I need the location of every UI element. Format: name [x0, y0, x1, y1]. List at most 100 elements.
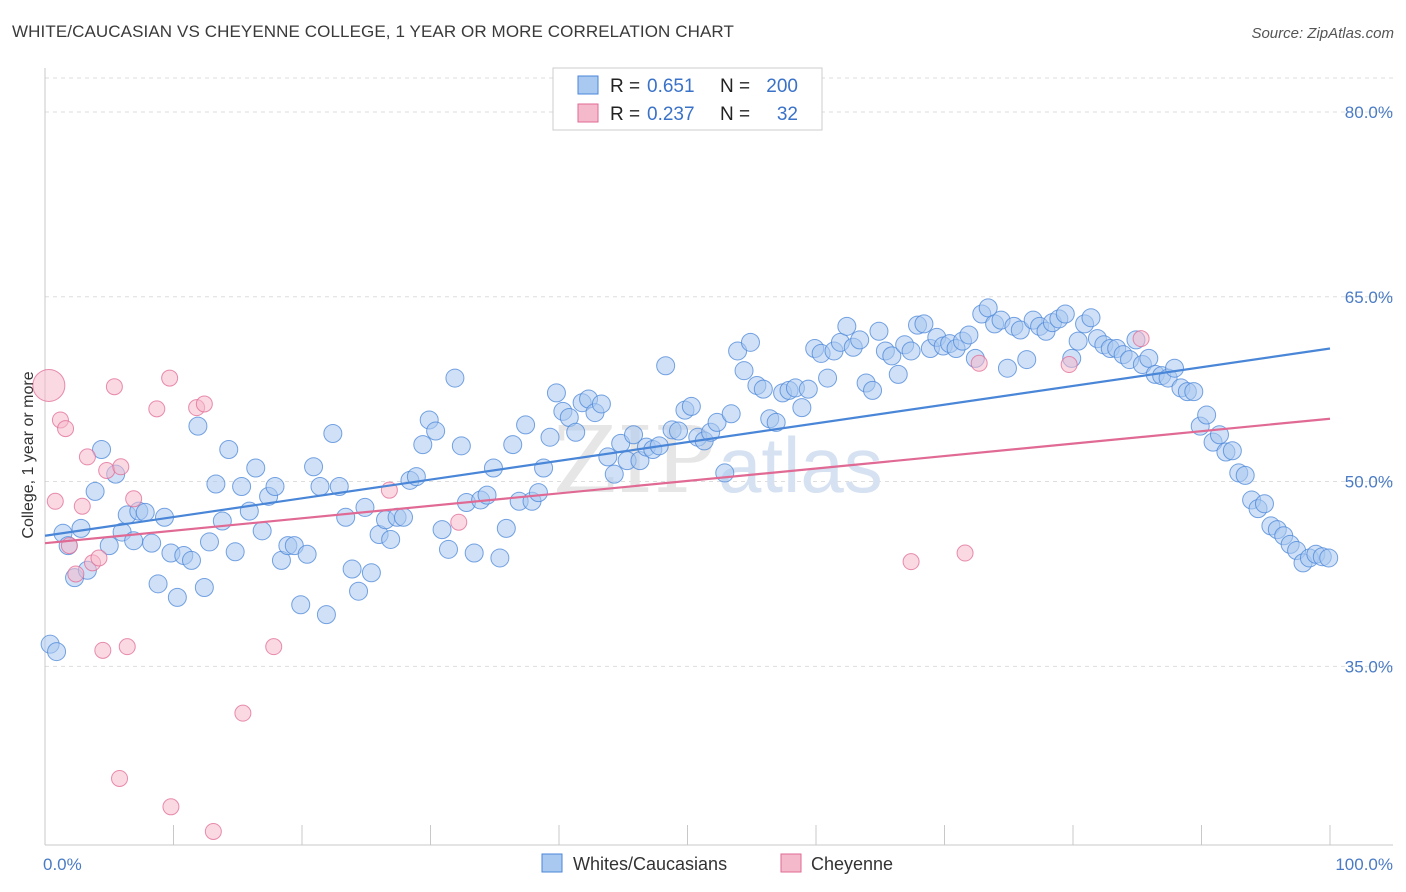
whites-point-39 — [291, 595, 311, 615]
whites-point-53 — [381, 529, 401, 549]
legend-n-label-2: N = — [720, 104, 750, 125]
whites-point-43 — [316, 605, 336, 625]
cheyenne-point-11 — [98, 461, 116, 479]
series-legend: Whites/Caucasians Cheyenne — [541, 853, 893, 874]
whites-point-1 — [47, 642, 67, 662]
cheyenne-point-16 — [148, 400, 166, 418]
legend-r-value-1: 0.651 — [647, 76, 695, 97]
chart-title: WHITE/CAUCASIAN VS CHEYENNE COLLEGE, 1 Y… — [12, 22, 734, 41]
whites-point-199 — [1319, 548, 1339, 568]
whites-point-111 — [753, 379, 773, 399]
whites-point-24 — [194, 578, 214, 598]
whites-point-131 — [882, 346, 902, 366]
whites-point-45 — [329, 476, 349, 496]
whites-point-66 — [464, 543, 484, 563]
legend-pink-swatch — [577, 103, 599, 123]
bottom-legend-cheyenne: Cheyenne — [811, 854, 893, 874]
whites-point-30 — [232, 476, 252, 496]
cheyenne-point-25 — [162, 798, 180, 816]
whites-point-149 — [997, 358, 1017, 378]
whites-point-50 — [361, 563, 381, 583]
legend-r-label-1: R = — [610, 76, 640, 97]
whites-point-72 — [503, 435, 523, 455]
legend-n-value-1: 200 — [766, 76, 798, 97]
whites-point-118 — [798, 379, 818, 399]
whites-point-42 — [310, 476, 330, 496]
trend-lines — [44, 347, 1331, 545]
cheyenne-point-5 — [67, 565, 85, 583]
whites-point-175 — [1165, 358, 1185, 378]
whites-point-121 — [818, 368, 838, 388]
whites-point-28 — [219, 440, 239, 460]
whites-point-29 — [225, 542, 245, 562]
whites-point-71 — [496, 518, 516, 538]
whites-point-132 — [888, 364, 908, 384]
cheyenne-trend-line — [44, 417, 1331, 545]
whites-point-104 — [707, 412, 727, 432]
whites-point-184 — [1222, 441, 1242, 461]
cheyenne-point-7 — [78, 448, 96, 466]
whites-point-41 — [304, 457, 324, 477]
whites-point-76 — [528, 483, 548, 503]
whites-point-23 — [188, 416, 208, 436]
whites-point-88 — [604, 464, 624, 484]
cheyenne-point-15 — [125, 490, 143, 508]
legend-blue-swatch — [577, 75, 599, 95]
whites-point-158 — [1055, 304, 1075, 324]
legend-n-label-1: N = — [720, 76, 750, 97]
whites-point-20 — [167, 587, 187, 607]
axes — [44, 68, 1393, 846]
series-cheyenne-points — [32, 330, 1150, 840]
whites-point-180 — [1197, 405, 1217, 425]
whites-point-62 — [438, 539, 458, 559]
cheyenne-point-28 — [956, 544, 974, 562]
stats-legend: R = 0.651 N = 200 R = 0.237 N = 32 — [552, 67, 823, 131]
whites-point-40 — [297, 544, 317, 564]
cheyenne-point-3 — [57, 420, 75, 438]
cheyenne-point-1 — [46, 492, 64, 510]
whites-point-33 — [252, 521, 272, 541]
legend-r-value-2: 0.237 — [647, 104, 695, 125]
whites-point-87 — [598, 447, 618, 467]
bottom-legend-whites: Whites/Caucasians — [573, 854, 727, 874]
whites-point-151 — [1010, 320, 1030, 340]
whites-point-78 — [540, 427, 560, 447]
whites-point-105 — [715, 463, 735, 483]
whites-point-8 — [92, 440, 112, 460]
whites-point-69 — [483, 458, 503, 478]
whites-point-129 — [869, 321, 889, 341]
whites-point-48 — [349, 581, 369, 601]
whites-point-63 — [445, 368, 465, 388]
x-tick-labels: 0.0% 100.0% — [43, 855, 1393, 874]
whites-point-26 — [206, 474, 226, 494]
cheyenne-point-10 — [94, 641, 112, 659]
whites-point-15 — [135, 502, 155, 522]
whites-point-146 — [978, 298, 998, 318]
cheyenne-point-26 — [204, 822, 222, 840]
whites-point-25 — [199, 532, 219, 552]
y-tick-label-1: 50.0% — [1345, 473, 1393, 492]
cheyenne-point-23 — [450, 513, 468, 531]
cheyenne-point-19 — [195, 395, 213, 413]
cheyenne-point-0 — [32, 368, 66, 402]
x-tick-label-1: 100.0% — [1335, 855, 1393, 874]
whites-point-61 — [432, 520, 452, 540]
whites-point-47 — [342, 559, 362, 579]
whites-point-64 — [451, 436, 471, 456]
cheyenne-point-17 — [161, 369, 179, 387]
whites-point-7 — [85, 481, 105, 501]
whites-point-134 — [901, 341, 921, 361]
whites-point-91 — [624, 425, 644, 445]
whites-point-55 — [394, 507, 414, 527]
whites-point-171 — [1139, 348, 1159, 368]
cheyenne-point-27 — [902, 553, 920, 571]
bottom-legend-pink-swatch — [780, 853, 802, 873]
whites-point-96 — [656, 356, 676, 376]
whites-point-108 — [734, 361, 754, 381]
whites-point-189 — [1254, 494, 1274, 514]
whites-point-100 — [681, 396, 701, 416]
whites-point-16 — [142, 533, 162, 553]
cheyenne-point-24 — [111, 769, 129, 787]
cheyenne-point-12 — [105, 378, 123, 396]
